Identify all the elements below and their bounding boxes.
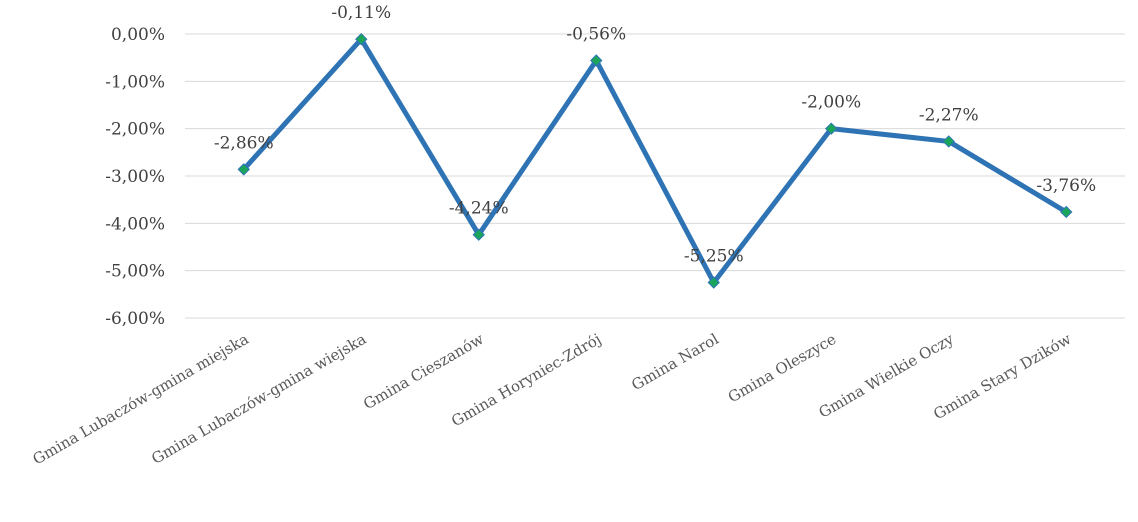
x-category-label: Gmina Narol	[628, 330, 722, 394]
data-point-marker	[825, 122, 838, 135]
data-label: -2,00%	[801, 93, 861, 113]
data-label: -2,86%	[214, 133, 274, 153]
x-category-label: Gmina Cieszanów	[360, 330, 487, 413]
data-labels: -2,86% -0,11% -4,24% -0,56% -5,25% -2,00% -2,2…	[214, 3, 1096, 266]
data-label: -3,76%	[1036, 176, 1096, 196]
y-tick-label: 0,00%	[111, 25, 165, 45]
x-category-label: Gmina Lubaczów-gmina miejska	[30, 330, 252, 469]
y-tick-label: -2,00%	[105, 120, 165, 140]
x-category-label: Gmina Lubaczów-gmina wiejska	[148, 330, 369, 468]
data-point-marker	[355, 32, 368, 46]
data-point-marker	[472, 228, 485, 241]
data-label: -0,11%	[331, 3, 391, 23]
y-tick-label: -5,00%	[105, 262, 165, 282]
y-tick-label: -3,00%	[105, 167, 165, 187]
x-category-label: Gmina Oleszyce	[725, 330, 840, 406]
y-tick-label: -1,00%	[105, 72, 165, 92]
grid-lines	[185, 33, 1125, 319]
data-label: -2,27%	[919, 105, 979, 125]
data-markers	[237, 32, 1073, 289]
data-point-marker	[237, 163, 250, 176]
data-point-marker	[707, 276, 720, 289]
series-line	[241, 36, 1069, 285]
data-label: -4,24%	[449, 199, 509, 219]
data-point-marker	[1060, 205, 1073, 219]
series-line-layer	[241, 36, 1069, 285]
data-label: -5,25%	[684, 247, 744, 267]
data-label: -0,56%	[566, 25, 626, 45]
y-tick-label: -6,00%	[105, 309, 165, 329]
data-point-marker	[590, 54, 603, 67]
y-tick-label: -4,00%	[105, 214, 165, 234]
y-axis-tick-labels: 0,00% -1,00% -2,00% -3,00% -4,00% -5,00% -6,00…	[105, 25, 165, 329]
data-point-marker	[942, 135, 955, 148]
